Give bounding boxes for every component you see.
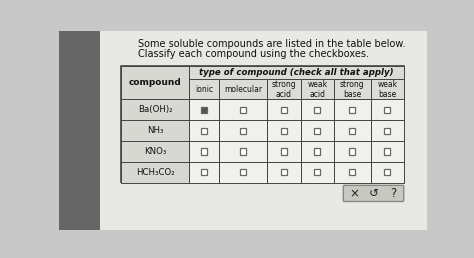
Text: strong
base: strong base — [340, 80, 365, 99]
FancyBboxPatch shape — [343, 185, 404, 201]
Text: strong
acid: strong acid — [272, 80, 296, 99]
Bar — [334, 100, 371, 120]
Text: ×: × — [349, 187, 359, 200]
Bar — [384, 169, 391, 175]
Bar — [219, 141, 267, 162]
Bar — [201, 169, 207, 175]
Text: ?: ? — [390, 187, 396, 200]
Bar — [349, 107, 356, 113]
Bar — [384, 128, 391, 134]
Bar — [121, 100, 189, 120]
Bar — [334, 79, 371, 100]
Bar — [334, 141, 371, 162]
Bar — [121, 162, 189, 183]
Bar — [267, 120, 301, 141]
Bar — [121, 66, 189, 100]
Bar — [201, 148, 207, 155]
Bar — [189, 79, 219, 100]
Text: Some soluble compounds are listed in the table below.: Some soluble compounds are listed in the… — [138, 39, 406, 50]
Bar — [240, 128, 246, 134]
Bar — [301, 162, 334, 183]
Text: HCH₃CO₂: HCH₃CO₂ — [136, 168, 174, 177]
Bar — [371, 141, 404, 162]
Bar — [301, 79, 334, 100]
Text: ionic: ionic — [195, 85, 213, 94]
Bar — [334, 162, 371, 183]
Bar — [349, 128, 356, 134]
Bar — [371, 162, 404, 183]
Bar — [281, 148, 287, 155]
Bar — [281, 128, 287, 134]
Bar — [371, 79, 404, 100]
Text: NH₃: NH₃ — [147, 126, 164, 135]
Bar — [219, 79, 267, 100]
Bar — [314, 107, 320, 113]
Text: Ba(OH)₂: Ba(OH)₂ — [138, 105, 173, 114]
Bar — [189, 100, 219, 120]
Text: KNO₃: KNO₃ — [144, 147, 166, 156]
Bar — [121, 66, 404, 182]
Text: weak
base: weak base — [377, 80, 398, 99]
Bar — [189, 66, 404, 79]
Bar — [301, 120, 334, 141]
Bar — [349, 148, 356, 155]
Bar — [240, 169, 246, 175]
Bar — [59, 31, 100, 230]
Bar — [240, 148, 246, 155]
Bar — [219, 100, 267, 120]
Text: Classify each compound using the checkboxes.: Classify each compound using the checkbo… — [138, 49, 369, 59]
Bar — [281, 107, 287, 113]
Bar — [100, 31, 427, 230]
Bar — [219, 120, 267, 141]
Bar — [384, 107, 391, 113]
Bar — [121, 120, 189, 141]
Bar — [314, 128, 320, 134]
Text: molecular: molecular — [224, 85, 262, 94]
Bar — [267, 141, 301, 162]
Text: type of compound (check all that apply): type of compound (check all that apply) — [199, 68, 394, 77]
Bar — [334, 120, 371, 141]
Bar — [349, 169, 356, 175]
Bar — [301, 100, 334, 120]
Bar — [189, 162, 219, 183]
Bar — [219, 162, 267, 183]
Bar — [371, 100, 404, 120]
Bar — [267, 162, 301, 183]
Bar — [189, 120, 219, 141]
Bar — [267, 79, 301, 100]
Bar — [371, 120, 404, 141]
Bar — [301, 141, 334, 162]
Bar — [314, 148, 320, 155]
Bar — [201, 107, 207, 113]
Bar — [240, 107, 246, 113]
Text: ↺: ↺ — [369, 187, 378, 200]
Bar — [314, 169, 320, 175]
Bar — [384, 148, 391, 155]
Text: compound: compound — [129, 78, 182, 87]
Bar — [121, 141, 189, 162]
Bar — [281, 169, 287, 175]
Bar — [201, 128, 207, 134]
Bar — [189, 141, 219, 162]
Text: weak
acid: weak acid — [307, 80, 328, 99]
Bar — [267, 100, 301, 120]
